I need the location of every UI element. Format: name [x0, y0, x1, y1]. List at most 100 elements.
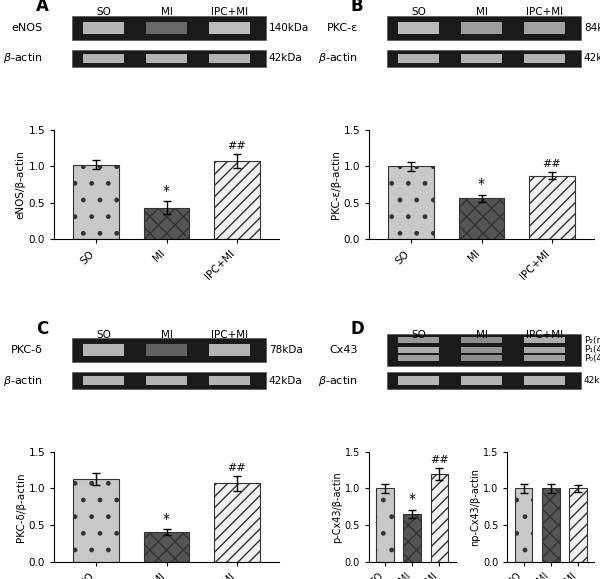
Text: ##: ## [227, 141, 246, 151]
Text: 42kDa: 42kDa [269, 376, 302, 386]
Text: *: * [478, 177, 485, 191]
Text: $\beta$-actin: $\beta$-actin [3, 52, 43, 65]
Text: IPC+MI: IPC+MI [526, 330, 563, 340]
Text: $\beta$-actin: $\beta$-actin [3, 373, 43, 388]
Bar [524, 54, 565, 63]
Text: D: D [351, 320, 365, 338]
Text: *: * [163, 512, 170, 526]
Bar [524, 356, 565, 361]
Text: IPC+MI: IPC+MI [211, 330, 248, 340]
Text: 140kDa: 140kDa [269, 23, 309, 33]
Bar [461, 22, 502, 34]
Text: eNOS: eNOS [11, 23, 43, 33]
Bar [431, 474, 448, 562]
Text: $\beta$-actin: $\beta$-actin [318, 52, 358, 65]
Text: MI: MI [476, 330, 487, 340]
Bar [146, 376, 187, 386]
Bar [542, 489, 560, 562]
Bar [387, 372, 581, 389]
Y-axis label: p-Cx43/β-actin: p-Cx43/β-actin [332, 471, 342, 543]
Y-axis label: PKC-δ/β-actin: PKC-δ/β-actin [16, 472, 26, 541]
Text: 78kDa: 78kDa [269, 345, 302, 355]
Bar [387, 50, 581, 67]
Y-axis label: eNOS/β-actin: eNOS/β-actin [16, 150, 26, 219]
Bar [214, 483, 260, 562]
Text: MI: MI [476, 8, 487, 17]
Bar [73, 479, 119, 562]
Text: 84kDa: 84kDa [584, 23, 600, 33]
Bar [376, 489, 394, 562]
Bar [388, 166, 434, 239]
Text: SO: SO [411, 8, 426, 17]
Bar [72, 338, 265, 362]
Text: IPC+MI: IPC+MI [526, 8, 563, 17]
Bar [73, 164, 119, 239]
Text: P₁(42kDa): P₁(42kDa) [584, 345, 600, 354]
Text: MI: MI [161, 330, 172, 340]
Text: SO: SO [96, 8, 111, 17]
Text: C: C [36, 320, 48, 338]
Bar [83, 344, 124, 356]
Bar [83, 376, 124, 386]
Bar [146, 22, 187, 34]
Text: 42kDa: 42kDa [584, 376, 600, 385]
Text: *: * [409, 492, 416, 506]
Bar [458, 199, 505, 239]
Text: ##: ## [430, 455, 449, 465]
Bar [398, 356, 439, 361]
Text: P₀(40kDa): P₀(40kDa) [584, 354, 600, 362]
Bar [214, 161, 260, 239]
Text: SO: SO [411, 330, 426, 340]
Bar [83, 22, 124, 34]
Bar [524, 338, 565, 343]
Bar [72, 16, 265, 40]
Text: P₂(more): P₂(more) [584, 336, 600, 345]
Text: ##: ## [542, 159, 561, 169]
Text: PKC-δ: PKC-δ [11, 345, 43, 355]
Bar [569, 489, 587, 562]
Bar [143, 208, 190, 239]
Bar [387, 16, 581, 40]
Bar [461, 356, 502, 361]
Bar [524, 22, 565, 34]
Bar [461, 376, 502, 386]
Bar [209, 22, 250, 34]
Text: $\beta$-actin: $\beta$-actin [318, 373, 358, 388]
Bar [398, 54, 439, 63]
Text: PKC-ε: PKC-ε [326, 23, 358, 33]
Y-axis label: PKC-ε/β-actin: PKC-ε/β-actin [331, 150, 341, 219]
Text: 42kDa: 42kDa [584, 53, 600, 63]
Bar [209, 54, 250, 63]
Bar [83, 54, 124, 63]
Bar [529, 175, 575, 239]
Bar [524, 376, 565, 386]
Text: A: A [36, 0, 49, 15]
Bar [398, 347, 439, 353]
Bar [398, 338, 439, 343]
Text: *: * [163, 184, 170, 197]
Bar [143, 532, 190, 562]
Bar [209, 344, 250, 356]
Bar [515, 489, 532, 562]
Bar [398, 376, 439, 386]
Bar [387, 334, 581, 367]
Bar [146, 54, 187, 63]
Bar [398, 22, 439, 34]
Bar [72, 50, 265, 67]
Text: ##: ## [227, 463, 246, 473]
Bar [461, 54, 502, 63]
Text: 42kDa: 42kDa [269, 53, 302, 63]
Bar [209, 376, 250, 386]
Text: B: B [351, 0, 364, 15]
Y-axis label: np-Cx43/β-actin: np-Cx43/β-actin [470, 468, 480, 546]
Text: SO: SO [96, 330, 111, 340]
Bar [403, 514, 421, 562]
Bar [72, 372, 265, 389]
Bar [146, 344, 187, 356]
Bar [461, 338, 502, 343]
Bar [524, 347, 565, 353]
Bar [461, 347, 502, 353]
Text: IPC+MI: IPC+MI [211, 8, 248, 17]
Text: MI: MI [161, 8, 172, 17]
Text: Cx43: Cx43 [329, 345, 358, 355]
